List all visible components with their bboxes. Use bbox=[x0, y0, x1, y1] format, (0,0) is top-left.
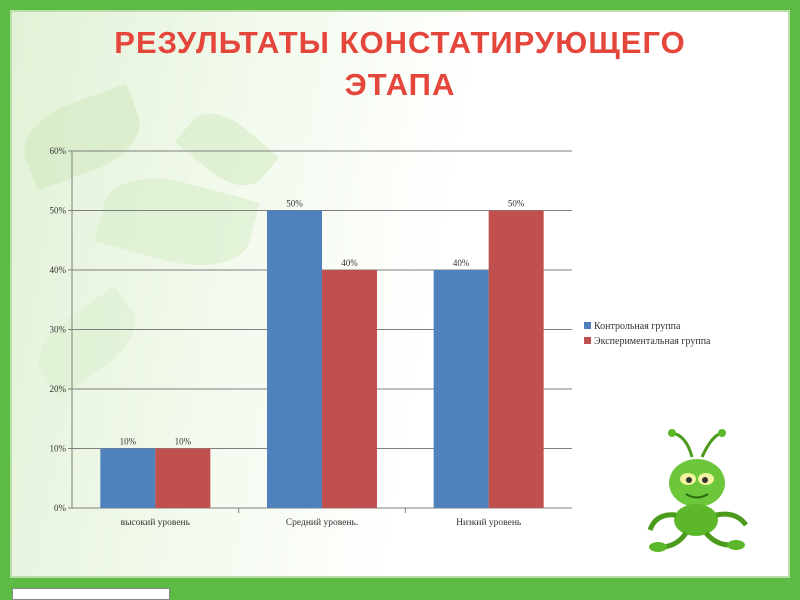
slide-title-line-2: ЭТАПА bbox=[344, 67, 456, 102]
slide-title: РЕЗУЛЬТАТЫ КОНСТАТИРУЮЩЕГО ЭТАПА bbox=[40, 22, 760, 106]
bar bbox=[267, 210, 322, 508]
legend-label: Экспериментальная группа bbox=[594, 336, 711, 347]
x-tick-label: высокий уровень bbox=[121, 517, 191, 528]
data-label: 10% bbox=[175, 437, 192, 447]
y-tick-label: 0% bbox=[54, 503, 67, 513]
bar bbox=[322, 270, 377, 508]
bar bbox=[488, 210, 544, 508]
data-label: 50% bbox=[286, 199, 303, 209]
mascot-image bbox=[600, 395, 770, 560]
data-label: 10% bbox=[120, 437, 137, 447]
bottom-strip bbox=[0, 578, 800, 600]
bar bbox=[100, 448, 156, 508]
bar bbox=[433, 270, 489, 508]
y-tick-label: 10% bbox=[50, 444, 67, 454]
bar bbox=[155, 448, 211, 508]
legend-swatch bbox=[584, 337, 591, 344]
slide-title-line-1: РЕЗУЛЬТАТЫ КОНСТАТИРУЮЩЕГО bbox=[114, 25, 686, 60]
legend-label: Контрольная группа bbox=[594, 321, 681, 332]
y-tick-label: 20% bbox=[50, 384, 67, 394]
y-tick-label: 60% bbox=[50, 146, 67, 156]
y-tick-label: 40% bbox=[50, 265, 67, 275]
data-label: 40% bbox=[341, 258, 358, 268]
x-tick-label: Средний уровень. bbox=[286, 517, 358, 528]
y-tick-label: 50% bbox=[50, 206, 67, 216]
data-label: 50% bbox=[508, 199, 525, 209]
x-tick-label: Низкий уровень bbox=[456, 517, 522, 528]
y-tick-label: 30% bbox=[50, 325, 67, 335]
green-bug-mascot-icon bbox=[647, 429, 749, 552]
data-label: 40% bbox=[453, 258, 470, 268]
legend-swatch bbox=[584, 322, 591, 329]
